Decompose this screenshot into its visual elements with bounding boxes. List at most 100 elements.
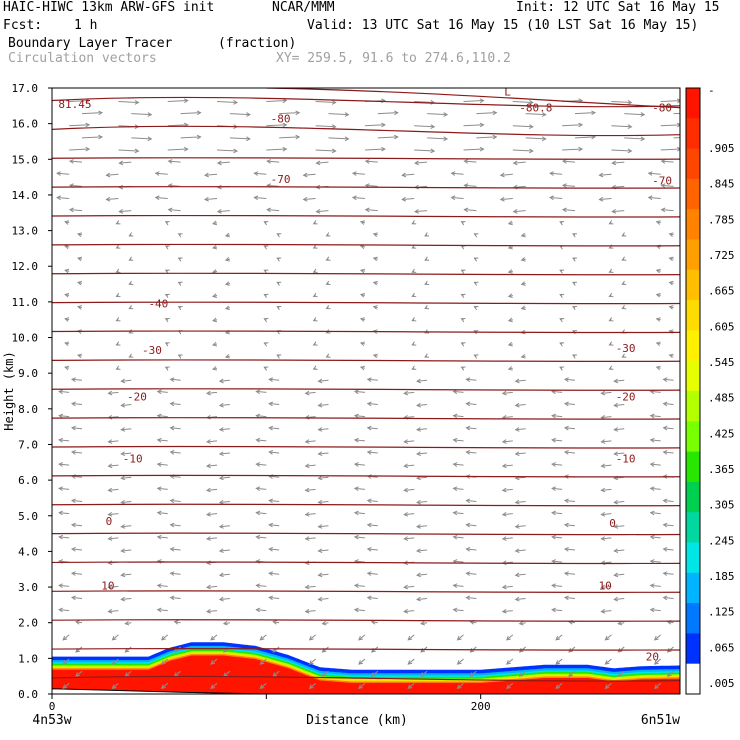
vector	[574, 112, 596, 115]
vector-head	[506, 635, 511, 641]
vector	[155, 197, 168, 200]
colorbar-swatch	[686, 603, 700, 634]
valid-time: Valid: 13 UTC Sat 16 May 15 (10 LST Sat …	[307, 18, 699, 33]
model-title: HAIC-HIWC 13km ARW-GFS init	[3, 0, 215, 15]
contour-label: -80.8	[519, 102, 552, 115]
vector-head	[268, 595, 274, 601]
vector-head	[128, 305, 134, 310]
vector-head	[218, 596, 224, 602]
vector	[525, 137, 546, 140]
temperature-contour	[52, 561, 680, 565]
vector-head	[600, 511, 606, 517]
vector-head	[224, 232, 230, 238]
contour-label: -70	[271, 173, 291, 186]
vector-head	[317, 451, 323, 457]
contour-label: 20	[646, 651, 659, 664]
vector	[318, 525, 329, 528]
vector	[663, 524, 674, 527]
vector-head	[479, 122, 485, 128]
tracer-field	[52, 642, 680, 694]
vector	[466, 500, 477, 503]
terrain	[52, 688, 680, 694]
vector-head	[460, 366, 466, 371]
vector-head	[304, 511, 310, 517]
vector	[415, 161, 428, 164]
vector-head	[312, 292, 318, 298]
contour-label: -10	[123, 453, 143, 466]
vector	[269, 596, 280, 599]
vector-head	[120, 499, 126, 505]
vector-head	[424, 353, 430, 358]
vector	[377, 112, 398, 115]
vector-head	[514, 378, 520, 384]
vector	[650, 487, 661, 490]
vector-head	[507, 293, 513, 298]
vector	[417, 452, 428, 455]
vector-head	[282, 98, 288, 104]
vector	[614, 525, 625, 528]
vector-head	[263, 366, 269, 371]
vector	[71, 572, 83, 575]
colorbar-swatch	[686, 633, 700, 665]
vector	[219, 476, 230, 479]
vector-head	[255, 510, 261, 516]
vector-head	[156, 607, 162, 613]
vector	[71, 596, 83, 599]
vector	[466, 572, 477, 575]
vector-head	[411, 317, 417, 322]
temperature-contour	[52, 675, 680, 682]
vector	[365, 184, 378, 187]
right-endpoint-label: 6n51w	[641, 713, 680, 728]
vector-head	[613, 524, 619, 529]
vector-head	[64, 365, 70, 371]
vector	[121, 501, 132, 504]
vector-head	[655, 268, 661, 274]
contour-label: L	[504, 86, 511, 99]
vector	[404, 488, 415, 491]
vector-head	[561, 207, 567, 213]
vector	[157, 584, 168, 587]
vector	[417, 573, 428, 576]
vector-head	[366, 571, 372, 576]
vector-head	[218, 524, 224, 529]
vector-head	[403, 536, 409, 541]
vector	[402, 173, 415, 176]
vector	[404, 440, 415, 443]
vector	[217, 161, 230, 164]
vector-head	[608, 317, 614, 322]
y-tick-label: 17.0	[12, 82, 39, 95]
vector-head	[85, 122, 91, 128]
colorbar-label: .305	[708, 499, 735, 512]
vector-head	[551, 583, 556, 589]
vector	[601, 440, 612, 443]
vector-head	[613, 451, 619, 457]
vector-head	[465, 522, 471, 528]
vector-head	[56, 195, 62, 201]
vector-head	[124, 648, 130, 653]
vector-head	[572, 354, 577, 359]
vector	[660, 100, 680, 103]
vector-head	[177, 233, 183, 238]
colorbar-label: .065	[708, 641, 735, 654]
vector-head	[604, 684, 610, 689]
vector-head	[662, 522, 668, 528]
vector-head	[120, 402, 126, 408]
vector-head	[304, 536, 310, 541]
vector	[519, 670, 526, 677]
colorbar-label: .845	[708, 178, 735, 191]
vector	[417, 379, 428, 382]
vector-head	[514, 596, 520, 602]
temperature-contour	[52, 214, 680, 218]
vector-head	[76, 256, 83, 262]
vector-head	[183, 98, 189, 104]
vector	[650, 390, 661, 393]
vector-head	[312, 317, 318, 322]
vector-head	[528, 124, 534, 129]
colorbar-label: .245	[708, 534, 735, 547]
vector-head	[666, 672, 672, 677]
vector	[170, 524, 181, 527]
vector-head	[559, 366, 565, 371]
vector-head	[381, 122, 386, 128]
vector-head	[325, 353, 331, 358]
vector	[464, 160, 477, 163]
